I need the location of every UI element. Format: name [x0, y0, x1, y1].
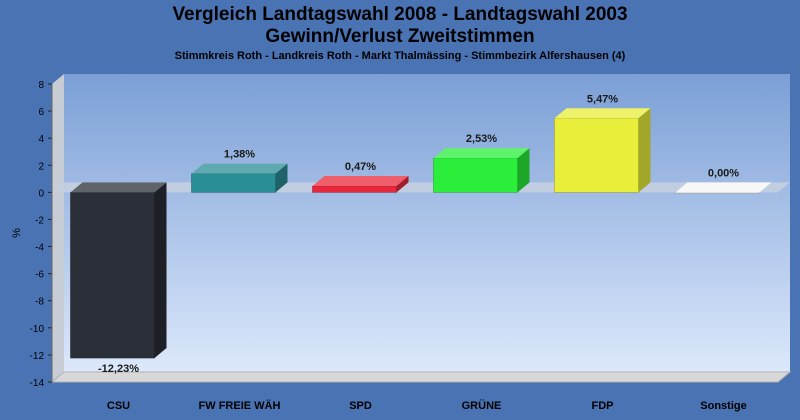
x-tick-label: GRÜNE: [462, 399, 502, 412]
x-tick-label: FDP: [592, 400, 614, 412]
bar-group: [312, 175, 409, 193]
bar-side: [154, 182, 167, 359]
bar-top: [191, 163, 288, 174]
plot-back-wall: [64, 74, 790, 372]
bar-side: [275, 163, 288, 193]
bar: [312, 185, 397, 193]
bar-side: [517, 148, 530, 193]
y-tick-label: -2: [35, 215, 44, 226]
y-tick-label: -6: [35, 270, 44, 281]
bar-value-label: -12,23%: [98, 363, 139, 375]
y-tick-label: -4: [35, 243, 44, 254]
x-tick-label: SPD: [349, 400, 372, 412]
bar: [554, 118, 639, 193]
bar: [433, 157, 518, 193]
bar-value-label: 0,47%: [345, 161, 376, 173]
bar-value-label: 2,53%: [466, 133, 497, 145]
plot-side-wall: [52, 74, 64, 382]
bar-group: [675, 182, 772, 194]
y-tick-label: 0: [38, 188, 44, 199]
bar-top: [312, 175, 409, 186]
bar-group: [554, 108, 651, 193]
y-tick-label: 2: [38, 161, 44, 172]
y-tick-label: -10: [30, 324, 45, 335]
chart-title-line-2: Gewinn/Verlust Zweitstimmen: [265, 26, 535, 47]
bar-group: [433, 148, 530, 193]
bar-group: [191, 163, 288, 193]
bar: [191, 173, 276, 193]
y-tick-label: 6: [38, 107, 44, 118]
x-tick-label: FW FREIE WÄH: [199, 399, 281, 412]
chart-subtitle: Stimmkreis Roth - Landkreis Roth - Markt…: [174, 50, 626, 62]
y-tick-label: -14: [30, 378, 45, 389]
bar-value-label: 0,00%: [708, 167, 739, 179]
chart-title-block: Vergleich Landtagswahl 2008 - Landtagswa…: [0, 4, 800, 62]
x-tick-label: Sonstige: [700, 400, 746, 412]
y-tick-label: -12: [30, 351, 45, 362]
y-tick-label: 8: [38, 80, 44, 91]
chart-title-line-1: Vergleich Landtagswahl 2008 - Landtagswa…: [172, 4, 628, 25]
x-tick-label: CSU: [107, 400, 130, 412]
bar-top: [675, 182, 772, 193]
bar-side: [638, 108, 651, 193]
bar-side: [396, 175, 409, 193]
y-axis-label: %: [11, 228, 23, 238]
bar: [675, 192, 760, 194]
bar-top: [554, 108, 651, 119]
bar-top: [433, 148, 530, 159]
y-tick-label: 4: [38, 134, 44, 145]
plot-floor: [50, 371, 792, 383]
bar-group: [70, 182, 167, 359]
bar-top: [70, 182, 167, 193]
bar-value-label: 5,47%: [587, 93, 618, 105]
bar: [70, 192, 155, 359]
y-tick-label: -8: [35, 297, 44, 308]
bar-value-label: 1,38%: [224, 149, 255, 161]
